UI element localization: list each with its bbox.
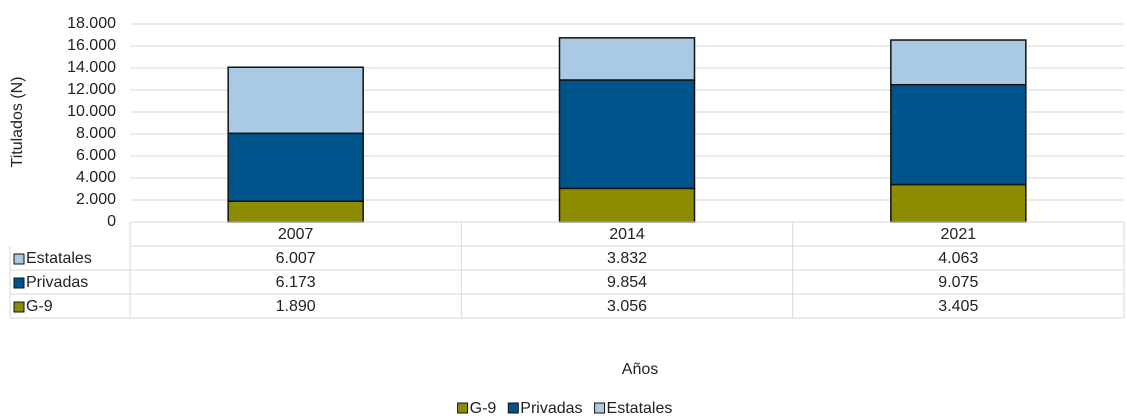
bar-segment — [558, 79, 696, 190]
bar-segment — [558, 187, 696, 223]
table-cell: 3.056 — [607, 298, 647, 315]
table-row-label: Estatales — [26, 250, 92, 267]
table-cell: 9.854 — [607, 274, 647, 291]
table-row-label: G-9 — [26, 298, 53, 315]
legend-label: G-9 — [470, 400, 497, 416]
bar-segment — [558, 37, 696, 81]
legend-swatch — [457, 402, 469, 414]
legend-swatch — [13, 277, 25, 289]
bar-segment — [890, 183, 1027, 223]
legend-swatch — [13, 253, 25, 265]
x-tick-label: 2021 — [941, 226, 977, 243]
table-row-label: Privadas — [26, 274, 88, 291]
table-cell: 4.063 — [938, 250, 978, 267]
y-tick-label: 8.000 — [76, 125, 116, 142]
y-tick-label: 0 — [107, 213, 116, 230]
y-tick-label: 16.000 — [67, 37, 116, 54]
table-cell: 3.832 — [607, 250, 647, 267]
x-tick-label: 2014 — [609, 226, 645, 243]
bar-segment — [227, 132, 364, 202]
y-tick-label: 18.000 — [67, 15, 116, 32]
y-tick-label: 6.000 — [76, 147, 116, 164]
y-tick-label: 14.000 — [67, 59, 116, 76]
table-cell: 1.890 — [276, 298, 316, 315]
legend-swatch — [13, 301, 25, 313]
x-tick-label: 2007 — [278, 226, 314, 243]
bar-segment — [227, 66, 364, 135]
table-cell: 6.007 — [276, 250, 316, 267]
y-tick-label: 4.000 — [76, 169, 116, 186]
y-tick-label: 2.000 — [76, 191, 116, 208]
y-tick-label: 10.000 — [67, 103, 116, 120]
table-cell: 6.173 — [276, 274, 316, 291]
legend-swatch — [594, 402, 606, 414]
y-tick-label: 12.000 — [67, 81, 116, 98]
bar-segment — [890, 39, 1027, 86]
bar-segment — [227, 200, 364, 223]
legend-label: Estatales — [607, 400, 673, 416]
legend-swatch — [507, 402, 519, 414]
bar-segment — [890, 83, 1027, 186]
x-axis-title: Años — [622, 361, 658, 378]
table-cell: 3.405 — [938, 298, 978, 315]
table-cell: 9.075 — [938, 274, 978, 291]
legend-label: Privadas — [520, 400, 582, 416]
y-axis-title: Titulados (N) — [9, 77, 26, 168]
